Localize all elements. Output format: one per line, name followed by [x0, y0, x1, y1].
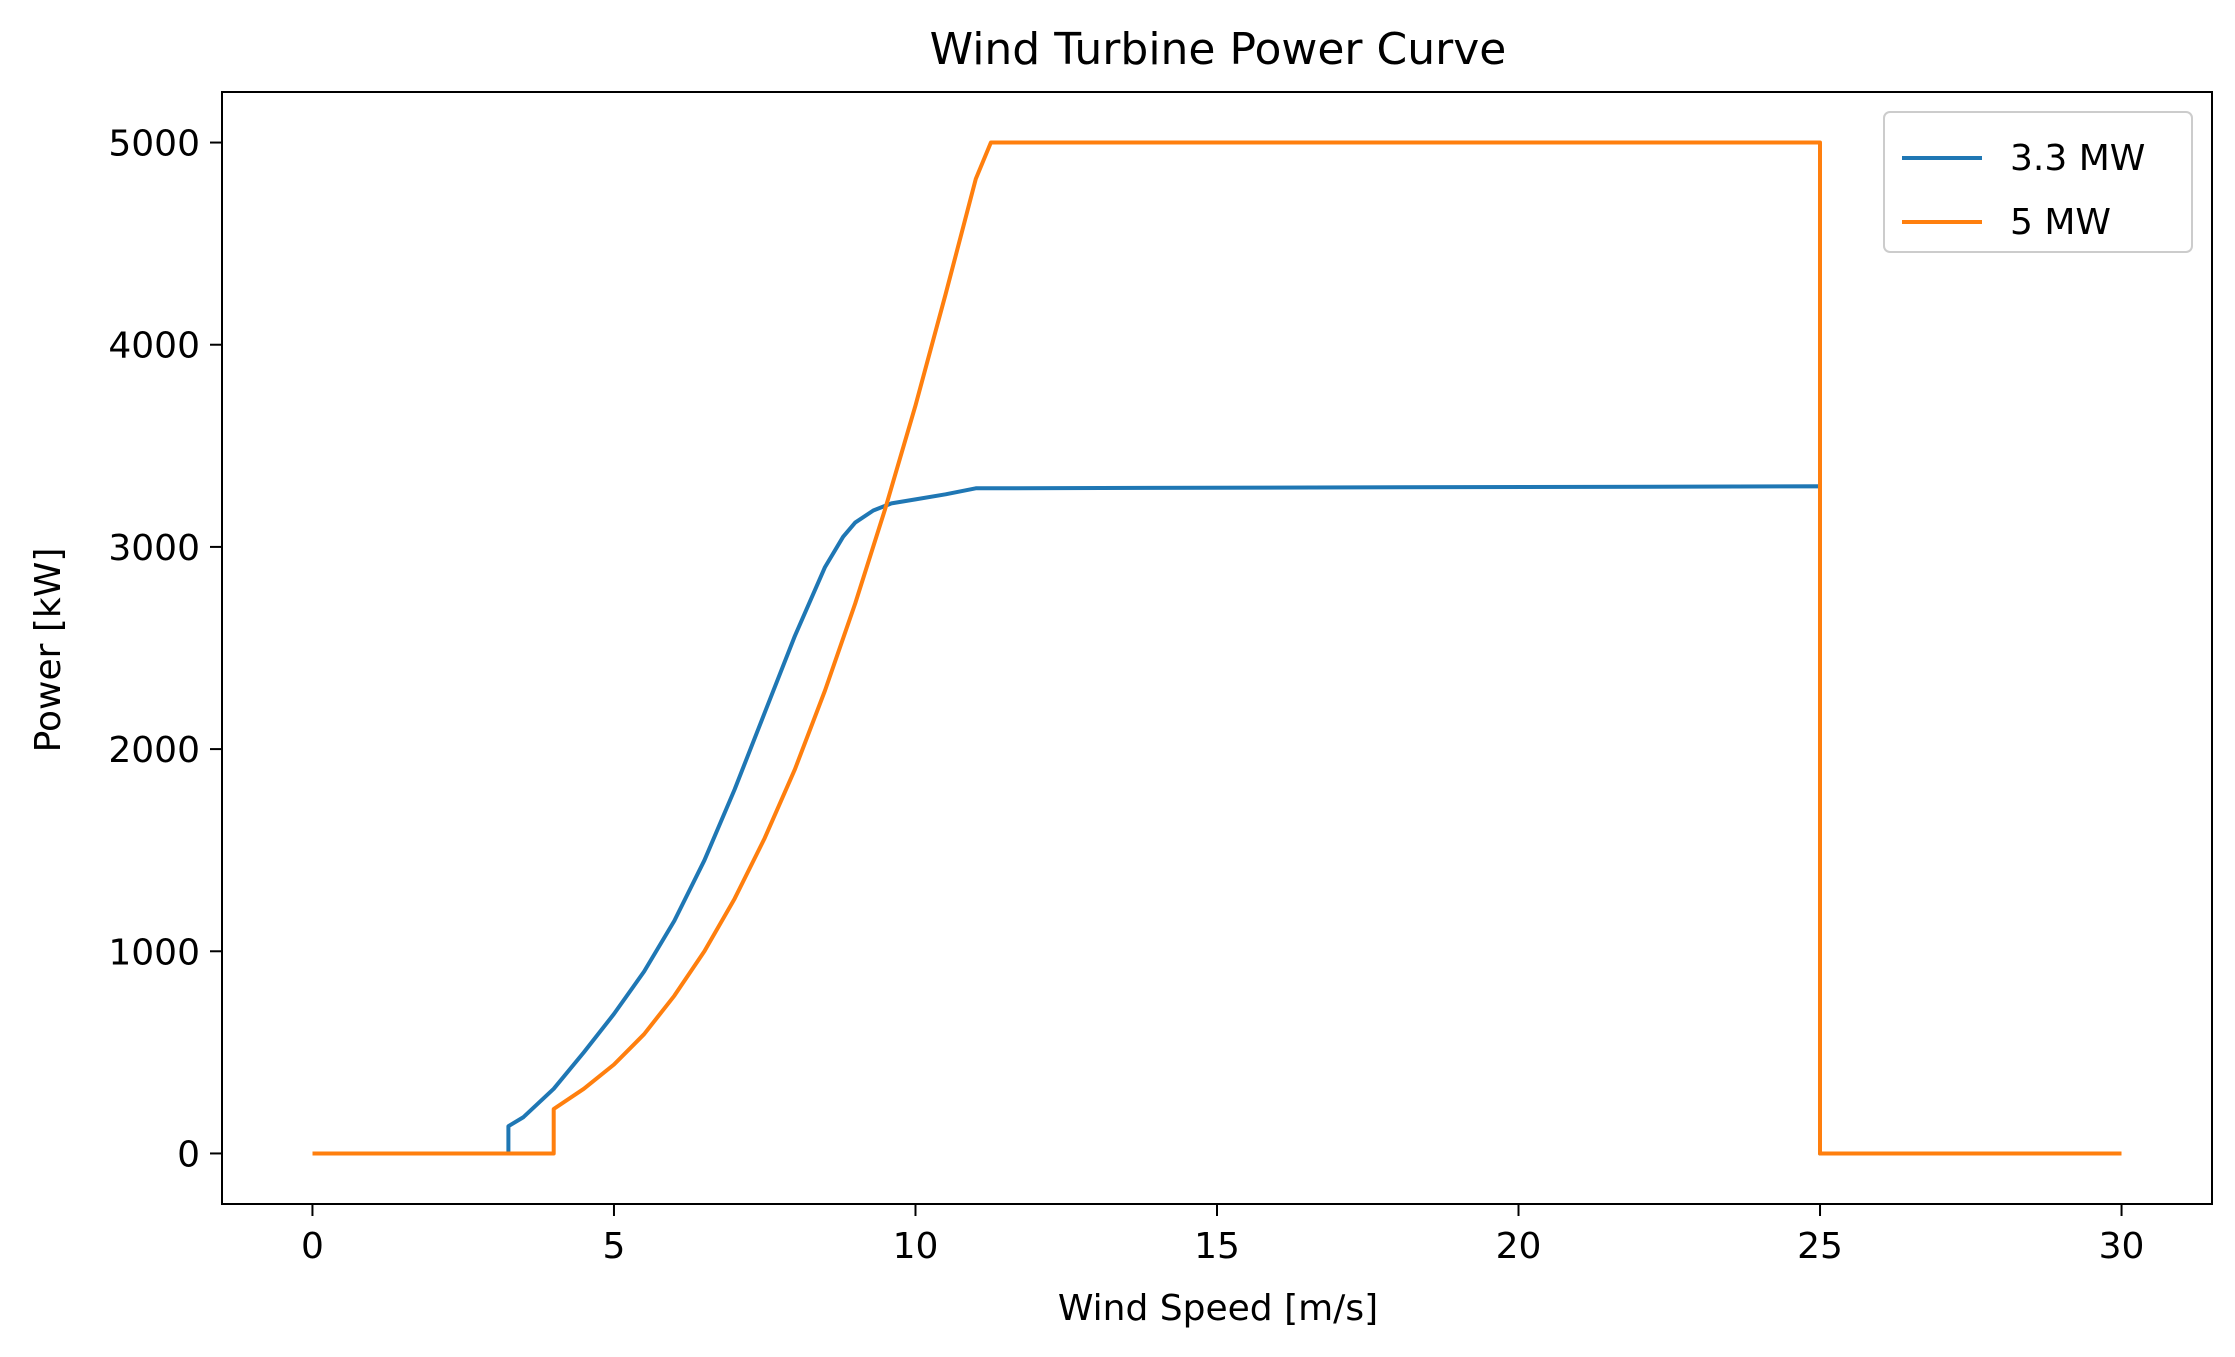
x-axis: 0 5 10 15 20 25 30	[301, 1204, 2144, 1267]
y-tick-label: 5000	[108, 124, 200, 165]
y-tick-label: 1000	[108, 932, 200, 973]
legend: 3.3 MW 5 MW	[1883, 111, 2193, 253]
plot-area	[221, 91, 2213, 1205]
x-tick-label: 20	[1496, 1226, 1542, 1267]
x-tick-label: 0	[301, 1226, 324, 1267]
x-tick-label: 25	[1797, 1226, 1843, 1267]
x-tick-label: 30	[2099, 1226, 2145, 1267]
y-axis: 0 1000 2000 3000 4000 5000	[108, 124, 222, 1175]
series-line-2	[312, 140, 2122, 1156]
series-layer	[312, 140, 2122, 1156]
chart-title: Wind Turbine Power Curve	[930, 24, 1507, 75]
x-tick-label: 15	[1194, 1226, 1240, 1267]
y-tick-label: 0	[177, 1134, 200, 1175]
legend-label-1: 3.3 MW	[2010, 138, 2145, 179]
y-tick-label: 2000	[108, 730, 200, 771]
legend-label-2: 5 MW	[2010, 202, 2111, 243]
x-axis-label: Wind Speed [m/s]	[1058, 1288, 1378, 1329]
x-tick-label: 5	[603, 1226, 626, 1267]
y-tick-label: 3000	[108, 528, 200, 569]
y-axis-label: Power [kW]	[28, 548, 69, 753]
legend-box	[1883, 111, 2193, 253]
plot-frame	[221, 91, 2213, 1205]
series-line-1	[312, 484, 2122, 1156]
y-tick-label: 4000	[108, 326, 200, 367]
x-tick-label: 10	[893, 1226, 939, 1267]
